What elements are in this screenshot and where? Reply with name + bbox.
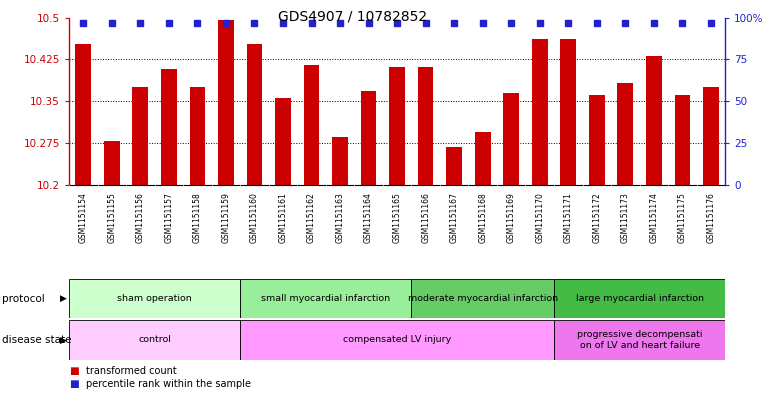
Text: sham operation: sham operation — [118, 294, 192, 303]
Bar — [674, 94, 690, 185]
Text: progressive decompensati
on of LV and heart failure: progressive decompensati on of LV and he… — [577, 330, 702, 350]
Text: protocol: protocol — [2, 294, 45, 304]
Text: GSM1151163: GSM1151163 — [336, 192, 344, 243]
Text: GSM1151157: GSM1151157 — [165, 192, 173, 243]
Bar — [190, 87, 205, 185]
Text: GSM1151174: GSM1151174 — [649, 192, 659, 243]
Bar — [104, 141, 120, 185]
Text: GSM1151156: GSM1151156 — [136, 192, 145, 243]
Text: GSM1151161: GSM1151161 — [278, 192, 288, 243]
Text: small myocardial infarction: small myocardial infarction — [261, 294, 390, 303]
Bar — [240, 320, 554, 360]
Bar — [589, 94, 604, 185]
Bar — [275, 98, 291, 185]
Bar — [332, 138, 348, 185]
Text: GSM1151171: GSM1151171 — [564, 192, 573, 243]
Text: GSM1151162: GSM1151162 — [307, 192, 316, 243]
Bar — [240, 279, 412, 318]
Text: compensated LV injury: compensated LV injury — [343, 336, 452, 344]
Bar — [554, 279, 725, 318]
Bar — [132, 87, 148, 185]
Text: transformed count: transformed count — [86, 366, 177, 376]
Text: ■: ■ — [69, 379, 78, 389]
Text: GSM1151175: GSM1151175 — [678, 192, 687, 243]
Text: GSM1151173: GSM1151173 — [621, 192, 630, 243]
Text: large myocardial infarction: large myocardial infarction — [575, 294, 703, 303]
Text: percentile rank within the sample: percentile rank within the sample — [86, 379, 251, 389]
Text: GDS4907 / 10782852: GDS4907 / 10782852 — [278, 10, 427, 24]
Bar — [361, 91, 376, 185]
Bar — [161, 69, 176, 185]
Text: GSM1151166: GSM1151166 — [421, 192, 430, 243]
Text: GSM1151169: GSM1151169 — [506, 192, 516, 243]
Bar — [503, 93, 519, 185]
Text: GSM1151165: GSM1151165 — [393, 192, 401, 243]
Bar — [418, 67, 434, 185]
Bar — [412, 279, 554, 318]
Text: disease state: disease state — [2, 335, 72, 345]
Text: GSM1151176: GSM1151176 — [706, 192, 716, 243]
Bar — [389, 67, 405, 185]
Text: ▶: ▶ — [60, 336, 67, 344]
Bar — [646, 55, 662, 185]
Text: GSM1151167: GSM1151167 — [450, 192, 459, 243]
Bar — [247, 44, 263, 185]
Text: GSM1151170: GSM1151170 — [535, 192, 544, 243]
Text: GSM1151168: GSM1151168 — [478, 192, 487, 243]
Bar — [75, 44, 91, 185]
Text: ■: ■ — [69, 366, 78, 376]
Bar — [69, 320, 240, 360]
Text: GSM1151160: GSM1151160 — [250, 192, 259, 243]
Bar — [554, 320, 725, 360]
Bar — [446, 147, 462, 185]
Text: moderate myocardial infarction: moderate myocardial infarction — [408, 294, 557, 303]
Bar — [532, 39, 547, 185]
Bar — [303, 65, 319, 185]
Text: GSM1151159: GSM1151159 — [221, 192, 230, 243]
Text: GSM1151158: GSM1151158 — [193, 192, 202, 243]
Text: GSM1151172: GSM1151172 — [592, 192, 601, 243]
Text: GSM1151164: GSM1151164 — [364, 192, 373, 243]
Bar — [218, 20, 234, 185]
Bar — [703, 87, 719, 185]
Bar — [561, 39, 576, 185]
Text: ▶: ▶ — [60, 294, 67, 303]
Bar — [618, 83, 633, 185]
Text: control: control — [138, 336, 171, 344]
Bar — [475, 132, 491, 185]
Text: GSM1151154: GSM1151154 — [78, 192, 88, 243]
Bar — [69, 279, 240, 318]
Text: GSM1151155: GSM1151155 — [107, 192, 116, 243]
